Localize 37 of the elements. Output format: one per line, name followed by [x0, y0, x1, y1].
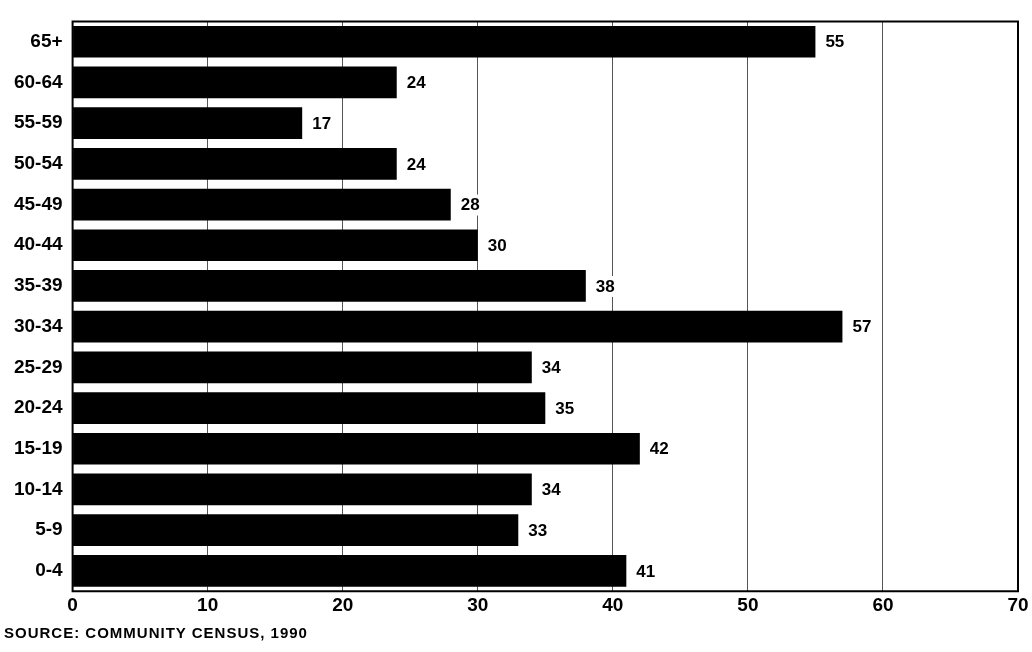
data-label: 35 — [555, 398, 575, 418]
data-label: 42 — [649, 439, 669, 459]
data-label: 34 — [541, 358, 562, 378]
y-tick-label: 45-49 — [13, 192, 63, 214]
y-tick-label: 15-19 — [13, 436, 63, 458]
data-label: 57 — [852, 317, 872, 337]
x-tick-label: 10 — [197, 593, 219, 615]
y-tick-label: 30-34 — [13, 314, 64, 336]
data-label: 33 — [528, 520, 548, 540]
y-tick-label: 35-39 — [13, 274, 63, 296]
data-label: 55 — [825, 32, 845, 52]
y-tick-label: 60-64 — [13, 70, 64, 92]
data-label: 41 — [636, 561, 656, 581]
x-tick-label: 30 — [467, 593, 489, 615]
y-tick-label: 0-4 — [35, 559, 64, 581]
data-label: 24 — [406, 154, 427, 174]
y-tick-label: 40-44 — [13, 233, 64, 255]
y-tick-label: 10-14 — [13, 477, 64, 499]
data-label: 17 — [312, 113, 332, 133]
data-label: 38 — [595, 276, 615, 296]
y-tick-label: 50-54 — [13, 152, 64, 174]
data-label: 34 — [541, 480, 562, 500]
x-tick-label: 0 — [67, 593, 78, 615]
x-tick-label: 60 — [872, 593, 894, 615]
x-tick-label: 40 — [602, 593, 624, 615]
source-note: SOURCE: COMMUNITY CENSUS, 1990 — [4, 624, 308, 641]
x-tick-label: 20 — [332, 593, 354, 615]
y-tick-label: 65+ — [30, 29, 63, 51]
data-label: 30 — [487, 235, 507, 255]
data-label: 24 — [406, 73, 427, 93]
data-label: 28 — [460, 195, 480, 215]
y-tick-label: 5-9 — [35, 518, 63, 540]
x-tick-label: 70 — [1007, 593, 1029, 615]
y-tick-label: 25-29 — [13, 355, 63, 377]
y-tick-label: 55-59 — [13, 111, 63, 133]
x-tick-label: 50 — [737, 593, 759, 615]
y-tick-label: 20-24 — [13, 396, 64, 418]
